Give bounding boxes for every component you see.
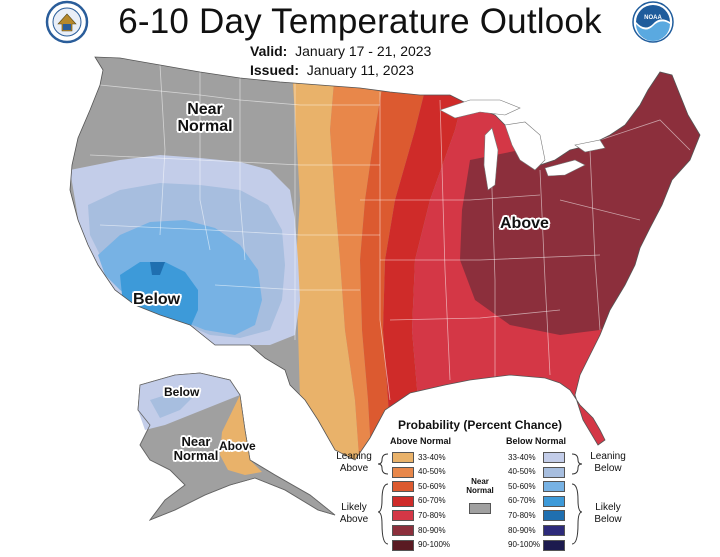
likely-above-label: Likely Above: [339, 502, 369, 525]
above-range-label-2: 50-60%: [418, 481, 446, 491]
above-range-label-4: 70-80%: [418, 510, 446, 520]
leaning-below-label: Leaning Below: [590, 451, 626, 474]
above-range-label-5: 80-90%: [418, 525, 446, 535]
above-swatch-3: [392, 495, 414, 507]
below-range-label-2: 50-60%: [508, 481, 536, 491]
below-swatch-2: [543, 481, 565, 493]
legend-below-header: Below Normal: [506, 436, 567, 446]
commerce-seal-icon: [45, 0, 89, 44]
below-swatch-5: [543, 525, 565, 536]
legend-title: Probability (Percent Chance): [398, 418, 563, 432]
above-alaska-label: Above: [219, 439, 256, 453]
below-swatch-1: [543, 466, 565, 478]
below-range-label-3: 60-70%: [508, 496, 536, 506]
below-range-label-5: 80-90%: [508, 525, 536, 535]
below-swatch-6: [543, 539, 565, 551]
likely-below-label: Likely Below: [594, 502, 622, 525]
svg-text:NOAA: NOAA: [644, 15, 662, 21]
great-lakes: [439, 99, 606, 191]
above-range-label-3: 60-70%: [418, 496, 446, 506]
below-swatch-0: [543, 452, 565, 463]
above-swatch-0: [392, 452, 414, 463]
below-range-label-1: 40-50%: [508, 467, 536, 477]
above-swatch-4: [392, 510, 414, 522]
alaska: [137, 372, 336, 521]
above-swatch-1: [392, 466, 414, 478]
below-range-label-4: 70-80%: [508, 510, 536, 520]
above-swatch-2: [392, 481, 414, 493]
state-borders: [89, 64, 691, 401]
above-conus-label: Above: [500, 215, 549, 232]
page-title: 6-10 Day Temperature Outlook: [118, 2, 602, 41]
above-range-label-1: 40-50%: [418, 467, 446, 477]
below-swatch-4: [543, 510, 565, 522]
above-range-label-0: 33-40%: [418, 452, 446, 462]
below-range-label-0: 33-40%: [508, 452, 536, 462]
leaning-above-label: Leaning Above: [336, 451, 372, 474]
near-normal-conus-label: Near Normal: [177, 101, 233, 135]
below-swatch-3: [543, 495, 565, 507]
near-normal-swatch: [469, 503, 491, 514]
above-swatch-5: [392, 525, 414, 536]
valid-dates: Valid: January 17 - 21, 2023: [250, 43, 432, 59]
below-alaska-label: Below: [164, 385, 200, 399]
near-normal-legend-label: Near Normal: [466, 477, 494, 496]
above-swatch-6: [392, 539, 414, 551]
noaa-logo-icon: NOAA: [632, 1, 674, 43]
legend-above-header: Above Normal: [390, 436, 452, 446]
near-normal-alaska-label: Near Normal: [173, 434, 219, 463]
issued-date: Issued: January 11, 2023: [250, 62, 414, 78]
below-conus-label: Below: [133, 291, 181, 308]
below-range-label-6: 90-100%: [508, 540, 541, 550]
above-range-label-6: 90-100%: [418, 540, 451, 550]
